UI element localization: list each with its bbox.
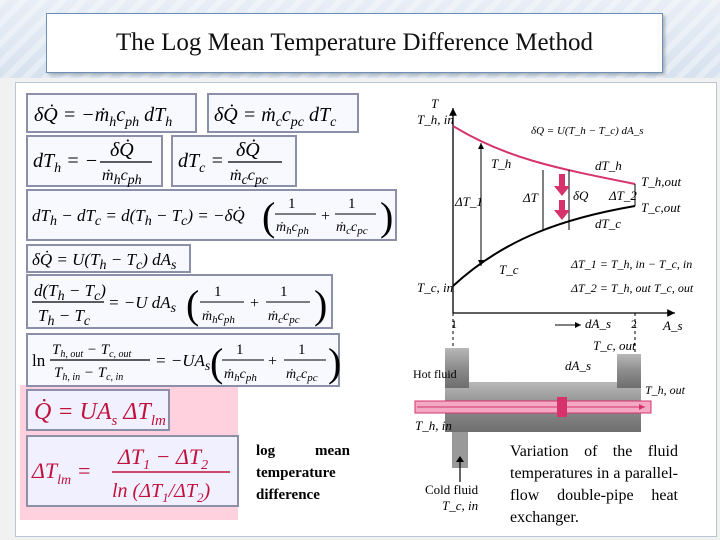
svg-text:1: 1: [288, 196, 296, 212]
cold-fluid-curve: [452, 205, 636, 287]
th-in2-label: T_h, in: [415, 418, 452, 433]
svg-text:1: 1: [236, 342, 244, 358]
eq2a-den: ṁhcph: [102, 167, 142, 188]
axis-as-label: A_s: [662, 318, 683, 333]
tc-out-label: T_c,out: [641, 200, 681, 215]
eq1a-box: [26, 93, 197, 133]
temperature-diagram: .lbl { font-family:"Liberation Serif", s…: [413, 96, 694, 432]
dt-label: ΔT: [522, 190, 539, 205]
svg-text:(: (: [210, 340, 223, 385]
dq-equation: δQ = U(T_h − T_c) dA_s: [531, 125, 644, 137]
eq4-box: [26, 244, 191, 273]
eq8-box: [26, 435, 239, 507]
eq2b-box: [171, 135, 297, 187]
svg-text:ln: ln: [32, 351, 46, 370]
tc-in-label: T_c, in: [417, 280, 453, 295]
das-label: dA_s: [585, 316, 611, 331]
eq3-lhs: dTh − dTc = d(Th − Tc) = −δQ̇: [32, 206, 245, 229]
svg-text:): ): [380, 194, 393, 239]
eq2b-den: ṁccpc: [230, 167, 269, 188]
th-in-label: T_h, in: [417, 112, 454, 127]
svg-text:= −UAs: = −UAs: [155, 351, 211, 374]
tc-in2-label: T_c, in: [442, 498, 479, 513]
svg-text:ṁccpc: ṁccpc: [286, 367, 318, 384]
eq7-box: [26, 389, 170, 431]
svg-text:1: 1: [214, 284, 222, 300]
eq3-box: [26, 189, 397, 241]
svg-text:+: +: [321, 208, 330, 225]
hot-fluid-label: Hot fluid: [413, 367, 457, 381]
figure-caption: Variation of the fluid temperatures in a…: [510, 443, 678, 526]
page-title: The Log Mean Temperature Difference Meth…: [116, 29, 593, 56]
das2-label: dA_s: [565, 358, 591, 373]
eq2a-lhs: dTh = −: [33, 150, 98, 176]
svg-text:1: 1: [348, 196, 356, 212]
svg-text:+: +: [250, 295, 259, 312]
eq1b-box: [207, 93, 359, 133]
svg-text:ṁccpc: ṁccpc: [268, 309, 300, 326]
th-out2-label: T_h, out: [645, 383, 686, 397]
cold-fluid-label: Cold fluid: [425, 482, 479, 497]
dt2-label: ΔT_2: [608, 188, 637, 203]
svg-text:ṁhcph: ṁhcph: [202, 309, 235, 326]
svg-text:ΔT1 − ΔT2: ΔT1 − ΔT2: [117, 444, 208, 473]
dq-label: δQ: [573, 188, 589, 203]
svg-text:ln (ΔT1/ΔT2): ln (ΔT1/ΔT2): [112, 480, 211, 505]
eq7: Q̇ = UAs ΔTlm: [34, 399, 166, 429]
svg-text:): ): [314, 282, 327, 327]
svg-text:(: (: [262, 194, 275, 239]
dth-label: dT_h: [595, 158, 622, 173]
eq1a: δQ̇ = −ṁhcph dTh: [34, 103, 172, 130]
eq1b: δQ̇ = ṁccpc dTc: [214, 103, 337, 130]
dtc-label: dT_c: [595, 216, 621, 231]
svg-text:): ): [328, 340, 341, 385]
tc-out2-label: T_c, out: [593, 338, 636, 353]
dt1-equation: ΔT_1 = T_h, in − T_c, in: [570, 257, 692, 271]
svg-text:+: +: [268, 353, 277, 370]
svg-text:ṁccpc: ṁccpc: [336, 220, 368, 237]
tick-2: 2: [631, 317, 637, 331]
eq2a-box: [26, 135, 163, 187]
svg-text:ṁhcph: ṁhcph: [276, 220, 309, 237]
hot-fluid-curve: [452, 125, 636, 185]
svg-text:= −U dAs: = −U dAs: [108, 293, 177, 316]
tick-1: 1: [451, 317, 457, 331]
eq2b-num: δQ̇: [236, 138, 260, 161]
svg-text:1: 1: [280, 284, 288, 300]
svg-text:d(Th − Tc): d(Th − Tc): [34, 281, 106, 304]
svg-text:(: (: [186, 282, 199, 327]
tc-label: T_c: [499, 262, 519, 277]
svg-text:ṁhcph: ṁhcph: [224, 367, 257, 384]
dt2-equation: ΔT_2 = T_h, out T_c, out: [570, 281, 694, 295]
title-box: The Log Mean Temperature Difference Meth…: [46, 13, 663, 73]
lmtd-caption: log mean temperature difference: [256, 443, 350, 503]
th-out-label: T_h,out: [641, 174, 681, 189]
eq2a-num: δQ̇: [110, 138, 134, 161]
svg-text:1: 1: [298, 342, 306, 358]
th-label: T_h: [491, 156, 511, 171]
axis-t-label: T: [431, 96, 439, 111]
dt1-label: ΔT_1: [454, 194, 483, 209]
